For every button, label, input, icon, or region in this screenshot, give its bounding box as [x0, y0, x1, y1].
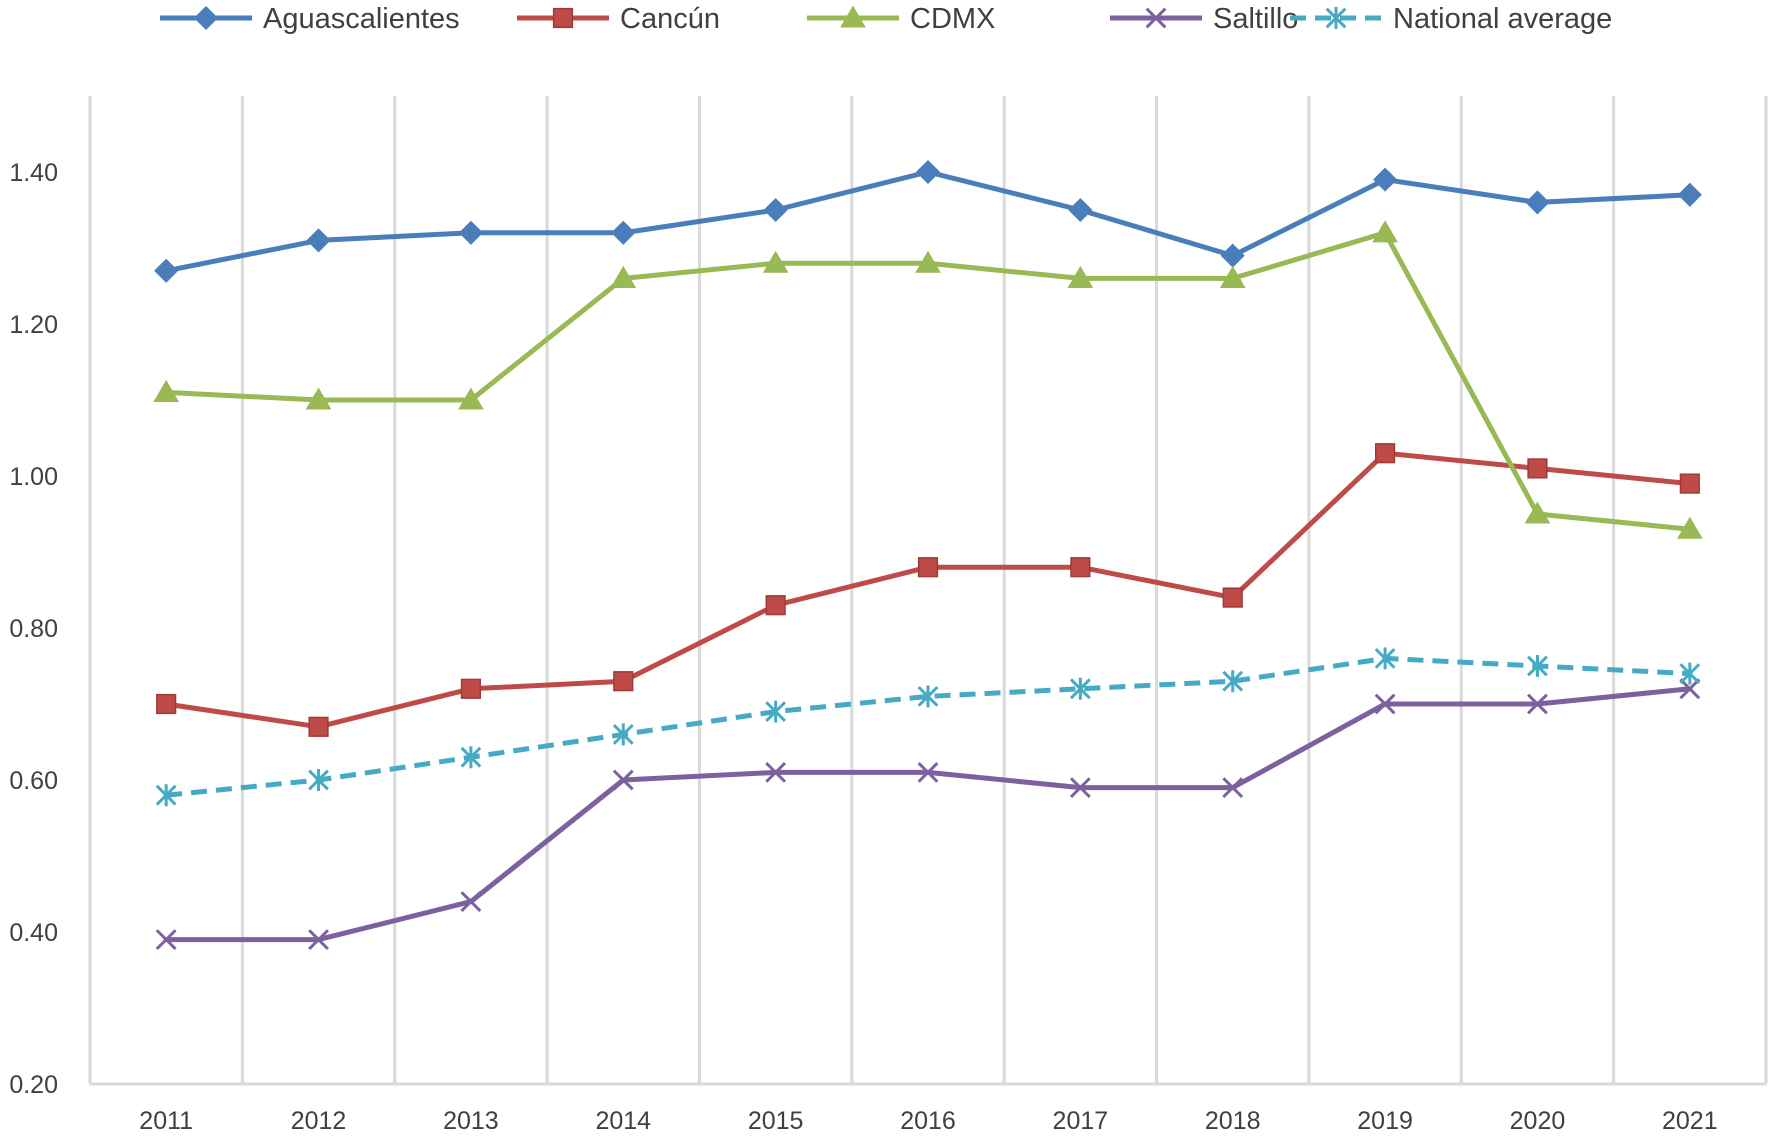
y-tick-label: 1.40: [9, 159, 58, 187]
data-point-aguascalientes: [915, 159, 941, 185]
data-point-cdmx: [153, 379, 180, 402]
data-point-canc-n: [613, 671, 634, 692]
y-tick-label: 0.80: [9, 615, 58, 643]
data-point-aguascalientes: [1373, 167, 1398, 192]
data-point-national-average: [1222, 670, 1244, 693]
data-point-national-average: [1679, 662, 1701, 685]
data-point-canc-n: [460, 678, 482, 699]
legend-item-canc-n: Cancún: [517, 3, 720, 35]
series-saltillo: [155, 678, 1701, 951]
data-point-aguascalientes: [458, 220, 483, 245]
legend-item-cdmx: CDMX: [807, 3, 995, 35]
legend-label-aguascalientes: Aguascalientes: [263, 3, 460, 35]
series-cdmx: [153, 220, 1703, 539]
data-point-canc-n: [308, 716, 329, 737]
legend-label-cdmx: CDMX: [910, 3, 995, 35]
data-point-cdmx: [458, 387, 484, 410]
series-line-national-average: [165, 655, 1690, 798]
data-point-saltillo: [917, 761, 939, 783]
series-layer: [153, 159, 1703, 951]
series-canc-n: [156, 443, 1700, 737]
axes: 0.20 0.40 0.60 0.80 1.00 1.20 1.40 2011 2012 2013…: [9, 159, 1766, 1135]
data-point-saltillo: [1069, 777, 1091, 799]
x-tick-label: 2020: [1510, 1107, 1566, 1135]
data-point-cdmx: [1372, 220, 1398, 243]
data-point-saltillo: [612, 769, 634, 791]
y-tick-label: 0.40: [9, 919, 58, 947]
data-point-cdmx: [762, 250, 789, 273]
legend-label-canc-n: Cancún: [620, 3, 720, 35]
data-point-national-average: [1527, 655, 1548, 677]
data-point-national-average: [917, 685, 939, 708]
legend-label-national-average: National average: [1393, 3, 1612, 35]
data-point-cdmx: [305, 387, 332, 410]
data-point-canc-n: [1070, 557, 1091, 578]
data-point-aguascalientes: [1068, 197, 1093, 223]
legend-marker-national-average: [1325, 7, 1347, 29]
x-tick-label: 2017: [1053, 1107, 1109, 1135]
data-point-saltillo: [765, 761, 787, 783]
x-tick-label: 2011: [139, 1107, 193, 1135]
data-point-canc-n: [156, 693, 177, 715]
data-point-aguascalientes: [1220, 243, 1245, 268]
data-point-canc-n: [765, 595, 786, 616]
legend-marker-canc-n: [552, 7, 574, 29]
data-point-saltillo: [1679, 678, 1701, 700]
data-point-national-average: [612, 723, 634, 746]
data-point-national-average: [155, 784, 177, 807]
data-point-national-average: [765, 700, 787, 723]
data-point-canc-n: [1679, 473, 1700, 494]
x-tick-label: 2013: [443, 1107, 499, 1135]
y-tick-label: 0.20: [9, 1071, 58, 1099]
x-tick-label: 2012: [291, 1107, 347, 1135]
legend-item-national-average: National average: [1290, 3, 1612, 35]
data-point-canc-n: [917, 557, 939, 578]
data-point-aguascalientes: [1677, 182, 1702, 207]
data-point-saltillo: [155, 929, 177, 951]
series-aguascalientes: [154, 159, 1702, 283]
data-point-cdmx: [915, 250, 941, 273]
data-point-canc-n: [1527, 458, 1548, 479]
data-point-cdmx: [1524, 501, 1551, 524]
y-tick-label: 1.20: [9, 311, 58, 339]
data-point-national-average: [1374, 647, 1396, 670]
data-point-national-average: [1069, 677, 1091, 700]
data-point-aguascalientes: [306, 228, 331, 253]
data-point-national-average: [308, 769, 329, 791]
x-tick-label: 2019: [1357, 1107, 1413, 1135]
data-point-aguascalientes: [611, 220, 636, 245]
data-point-aguascalientes: [763, 197, 788, 223]
legend: Aguascalientes Cancún CDMX Saltillo National…: [160, 3, 1612, 35]
legend-item-saltillo: Saltillo: [1110, 3, 1298, 35]
legend-label-saltillo: Saltillo: [1213, 3, 1298, 35]
x-tick-label: 2014: [595, 1107, 651, 1135]
x-tick-label: 2018: [1205, 1107, 1261, 1135]
legend-marker-cdmx: [840, 5, 866, 28]
data-point-aguascalientes: [154, 258, 179, 283]
data-point-saltillo: [460, 891, 482, 913]
data-point-aguascalientes: [1525, 190, 1550, 215]
data-point-national-average: [460, 746, 482, 769]
data-point-saltillo: [1374, 693, 1396, 715]
legend-item-aguascalientes: Aguascalientes: [160, 3, 460, 35]
gridlines: [88, 96, 1768, 1084]
legend-marker-saltillo: [1145, 7, 1167, 29]
data-point-saltillo: [308, 929, 329, 951]
legend-marker-aguascalientes: [193, 5, 219, 31]
x-tick-label: 2021: [1662, 1107, 1718, 1135]
data-point-saltillo: [1527, 693, 1548, 715]
x-tick-label: 2015: [748, 1107, 804, 1135]
data-point-cdmx: [1067, 265, 1094, 288]
y-tick-label: 1.00: [9, 463, 58, 491]
data-point-cdmx: [1219, 265, 1246, 288]
y-tick-label: 0.60: [9, 767, 58, 795]
series-national-average: [155, 647, 1701, 807]
data-point-saltillo: [1222, 777, 1244, 799]
data-point-cdmx: [1676, 516, 1703, 539]
data-point-canc-n: [1222, 587, 1243, 608]
data-point-cdmx: [610, 265, 637, 288]
data-point-canc-n: [1374, 443, 1396, 464]
x-tick-label: 2016: [900, 1107, 956, 1135]
